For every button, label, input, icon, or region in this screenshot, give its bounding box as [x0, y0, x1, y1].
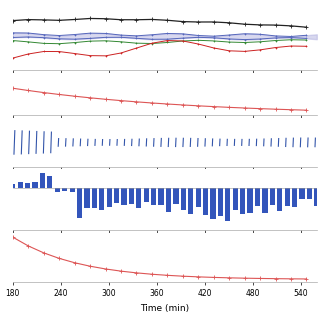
Bar: [55, 188, 60, 192]
X-axis label: Time (min): Time (min): [140, 304, 189, 313]
Bar: [307, 188, 312, 199]
Bar: [255, 188, 260, 206]
Bar: [270, 188, 275, 204]
Bar: [40, 173, 45, 188]
Bar: [225, 188, 230, 221]
Bar: [77, 188, 82, 218]
Bar: [62, 188, 67, 191]
Bar: [32, 182, 38, 188]
Bar: [262, 188, 268, 213]
Bar: [25, 183, 30, 188]
Bar: [277, 188, 282, 211]
Bar: [47, 176, 52, 188]
Bar: [284, 188, 290, 206]
Bar: [69, 188, 75, 192]
Bar: [173, 188, 179, 204]
Bar: [203, 188, 208, 215]
Bar: [233, 188, 238, 211]
Bar: [99, 188, 104, 210]
Bar: [107, 188, 112, 207]
Bar: [292, 188, 297, 207]
Bar: [247, 188, 253, 213]
Bar: [240, 188, 245, 214]
Bar: [210, 188, 216, 220]
Bar: [188, 188, 193, 214]
Bar: [136, 188, 141, 208]
Bar: [158, 188, 164, 205]
Bar: [18, 182, 23, 188]
Bar: [218, 188, 223, 216]
Bar: [151, 188, 156, 205]
Bar: [196, 188, 201, 207]
Bar: [10, 184, 15, 188]
Bar: [129, 188, 134, 204]
Bar: [114, 188, 119, 204]
Bar: [144, 188, 149, 203]
Bar: [181, 188, 186, 211]
Bar: [92, 188, 97, 207]
Bar: [84, 188, 90, 208]
Bar: [121, 188, 127, 205]
Bar: [300, 188, 305, 199]
Bar: [166, 188, 171, 212]
Bar: [314, 188, 319, 206]
